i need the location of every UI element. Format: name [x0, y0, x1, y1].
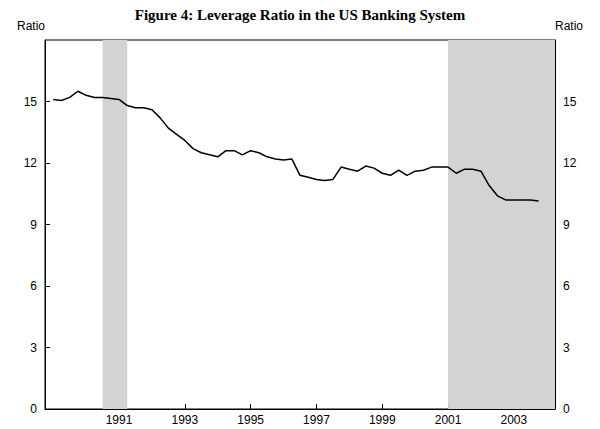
svg-text:1993: 1993	[171, 413, 198, 427]
svg-text:0: 0	[30, 402, 37, 416]
svg-text:6: 6	[30, 279, 37, 293]
svg-text:1997: 1997	[303, 413, 330, 427]
svg-text:1995: 1995	[237, 413, 264, 427]
svg-text:2003: 2003	[501, 413, 528, 427]
svg-text:12: 12	[563, 156, 577, 170]
svg-text:0: 0	[563, 402, 570, 416]
svg-text:12: 12	[24, 156, 38, 170]
svg-text:9: 9	[563, 218, 570, 232]
svg-text:1999: 1999	[369, 413, 396, 427]
svg-text:15: 15	[24, 95, 38, 109]
svg-text:Figure 4: Leverage Ratio in th: Figure 4: Leverage Ratio in the US Banki…	[135, 7, 466, 23]
svg-text:3: 3	[563, 341, 570, 355]
svg-text:3: 3	[30, 341, 37, 355]
svg-text:15: 15	[563, 95, 577, 109]
svg-text:2001: 2001	[435, 413, 462, 427]
svg-text:9: 9	[30, 218, 37, 232]
svg-text:1991: 1991	[106, 413, 133, 427]
svg-text:Ratio: Ratio	[555, 19, 583, 33]
svg-text:6: 6	[563, 279, 570, 293]
svg-text:Ratio: Ratio	[17, 19, 45, 33]
